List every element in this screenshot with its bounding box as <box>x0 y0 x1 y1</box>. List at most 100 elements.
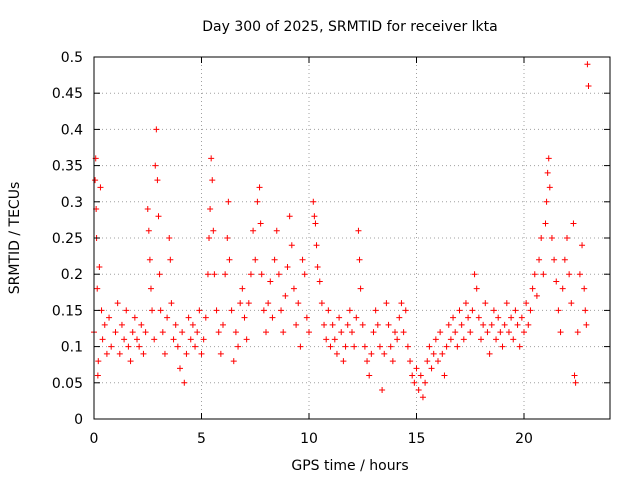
data-point <box>290 285 297 292</box>
data-point <box>152 162 159 169</box>
y-tick-label: 0.05 <box>52 376 83 392</box>
x-tick-label: 20 <box>515 431 533 447</box>
data-point <box>415 387 422 394</box>
data-point <box>179 329 186 336</box>
data-point <box>200 336 207 343</box>
data-point <box>269 314 276 321</box>
data-point <box>208 155 215 162</box>
data-point <box>385 321 392 328</box>
x-tick-label: 15 <box>408 431 426 447</box>
data-point <box>336 314 343 321</box>
data-point <box>103 350 110 357</box>
data-point <box>311 213 318 220</box>
data-point <box>536 256 543 263</box>
data-point <box>168 300 175 307</box>
data-point <box>525 321 532 328</box>
data-point <box>299 256 306 263</box>
data-point <box>151 336 158 343</box>
data-point <box>435 358 441 365</box>
data-point <box>316 278 323 285</box>
data-point <box>95 358 102 365</box>
data-point <box>217 350 224 357</box>
data-point <box>295 300 302 307</box>
data-point <box>196 307 203 314</box>
data-point <box>471 271 478 278</box>
data-point <box>413 365 420 372</box>
data-point <box>430 350 437 357</box>
data-point <box>372 307 379 314</box>
data-point <box>278 307 285 314</box>
data-point <box>512 307 519 314</box>
data-point <box>572 379 579 386</box>
data-point <box>282 292 289 299</box>
data-point <box>544 169 551 176</box>
data-point <box>329 321 336 328</box>
data-point <box>561 256 568 263</box>
data-point <box>482 300 489 307</box>
data-point <box>394 336 401 343</box>
data-point <box>222 271 229 278</box>
data-point <box>250 227 257 234</box>
y-tick-label: 0.45 <box>52 86 83 102</box>
data-point <box>533 292 540 299</box>
axis-ticks: 0 0.05 0.1 0.15 0.2 0.25 0.3 0.35 0.4 0.45 0.5 0 5 10… <box>52 50 610 447</box>
data-point <box>396 314 403 321</box>
data-point <box>338 329 345 336</box>
data-point <box>404 343 411 350</box>
data-point <box>213 307 220 314</box>
data-point <box>114 300 121 307</box>
data-point <box>473 285 480 292</box>
y-tick-label: 0.3 <box>61 195 83 211</box>
data-point <box>92 177 99 184</box>
data-point <box>273 227 280 234</box>
data-point <box>443 343 450 350</box>
data-point <box>123 307 130 314</box>
data-point <box>359 321 366 328</box>
data-point <box>548 235 555 241</box>
data-point <box>116 350 123 357</box>
data-point <box>267 278 274 285</box>
y-tick-label: 0.5 <box>61 50 83 66</box>
data-point <box>514 321 521 328</box>
data-point <box>480 321 487 328</box>
data-point <box>131 314 138 321</box>
data-point <box>389 358 396 365</box>
data-point <box>571 372 578 379</box>
data-point <box>206 235 213 241</box>
data-point <box>275 271 282 278</box>
data-point <box>134 336 140 343</box>
data-point <box>226 256 233 263</box>
y-tick-label: 0.35 <box>52 159 83 175</box>
x-tick-label: 10 <box>300 431 318 447</box>
data-point <box>584 61 591 68</box>
data-point <box>529 285 536 292</box>
data-point <box>551 256 558 263</box>
data-point <box>159 329 166 336</box>
data-point <box>161 350 168 357</box>
data-point <box>469 307 476 314</box>
data-point <box>204 271 211 278</box>
data-point <box>108 343 115 350</box>
data-point <box>101 321 108 328</box>
data-point <box>288 242 295 249</box>
data-point <box>454 343 461 350</box>
data-point <box>313 242 320 249</box>
data-point <box>503 300 510 307</box>
data-point <box>297 343 304 350</box>
data-point <box>542 220 549 227</box>
y-tick-label: 0.2 <box>61 267 83 283</box>
data-point <box>523 300 530 307</box>
data-point <box>426 343 433 350</box>
data-point <box>301 271 308 278</box>
data-point <box>211 271 218 278</box>
data-point <box>260 307 267 314</box>
data-point <box>145 227 152 234</box>
data-point <box>258 271 265 278</box>
data-point <box>312 220 319 227</box>
data-point <box>564 235 570 241</box>
data-point <box>417 372 424 379</box>
data-point <box>106 314 113 321</box>
data-point <box>247 271 254 278</box>
data-point <box>428 365 435 372</box>
data-point <box>424 358 431 365</box>
